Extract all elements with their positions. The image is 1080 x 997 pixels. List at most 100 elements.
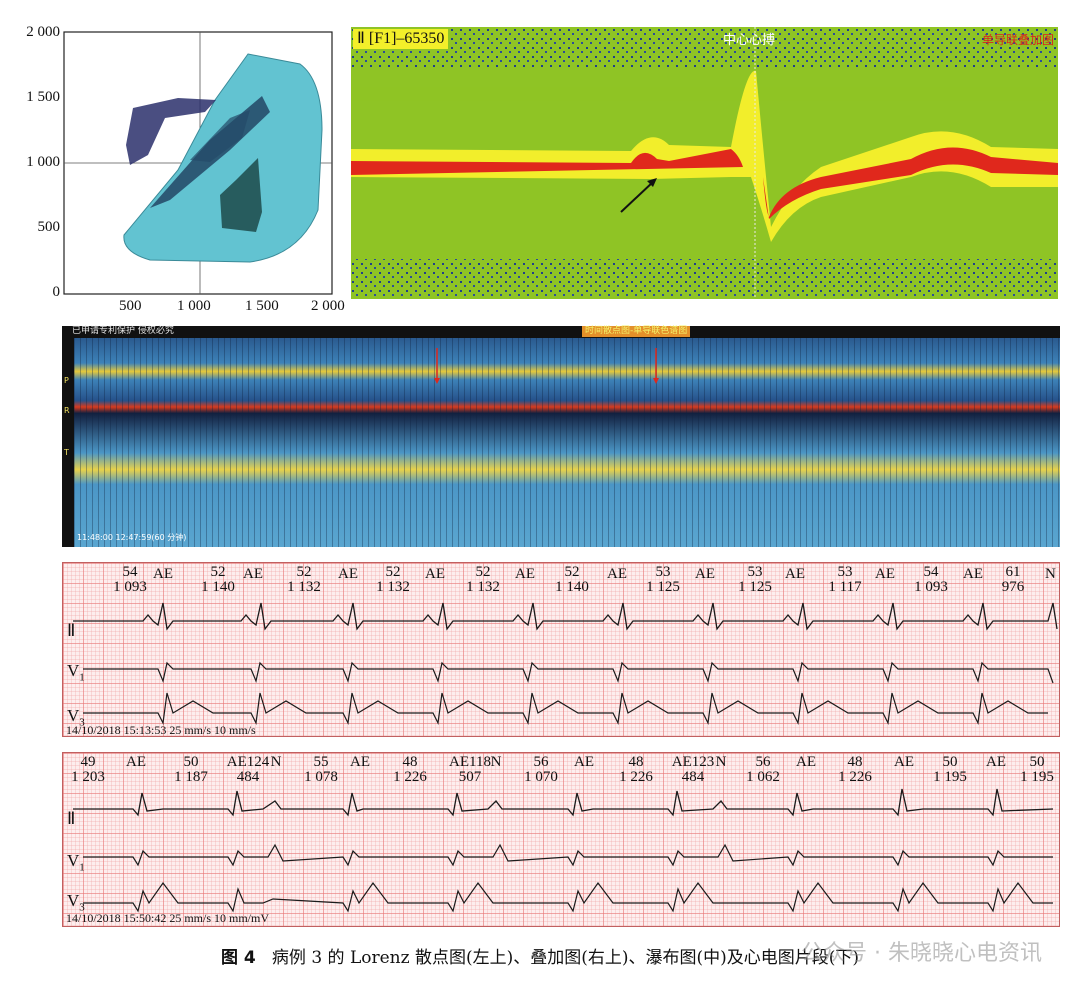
overlay-red-trace-right: [763, 147, 1058, 219]
strip1-ae-label: AE: [875, 566, 895, 582]
strip1-beat: 53 1 125: [738, 564, 772, 595]
strip1-ae-label: AE: [153, 566, 173, 582]
ecg-strip-2: 49 1 203 AE 50 1 187 AE124 484 N 55 1 078 AE…: [62, 752, 1060, 927]
waterfall-time-range: 11:48:00 12:47:59(60 分钟): [77, 533, 187, 542]
overlay-arrow-shaft: [620, 180, 655, 213]
y-tick-1000: 1 000: [26, 154, 60, 170]
strip1-beat: 61 976: [1001, 564, 1025, 595]
x-tick-1500: 1 500: [245, 298, 279, 314]
strip2-item: 56 1 070: [524, 754, 558, 785]
strip1-timestamp: 14/10/2018 15:13:53 25 mm/s 10 mm/s: [66, 723, 256, 737]
strip1-beat: 53 1 117: [828, 564, 862, 595]
waterfall-label-r: R: [64, 406, 70, 415]
strip1-beat: 53 1 125: [646, 564, 680, 595]
strip2-item: AE: [574, 754, 594, 770]
lorenz-scatter-plot: 2 000 1 500 1 000 500 0 500 1 000 1 500 …: [0, 20, 350, 320]
strip1-trace-v3: [83, 692, 1048, 726]
strip1-ae-label: AE: [515, 566, 535, 582]
strip2-lead-v3: V3: [67, 891, 85, 914]
strip2-item: AE: [796, 754, 816, 770]
strip2-item: 49 1 203: [71, 754, 105, 785]
strip2-item: 48 1 226: [838, 754, 872, 785]
overlay-center-label: 中心心搏: [723, 33, 776, 48]
x-tick-500: 500: [119, 298, 142, 314]
strip1-beat: 52 1 132: [287, 564, 321, 595]
overlay-right-label: 单导联叠加图: [981, 33, 1054, 47]
strip2-item: AE124 484: [226, 754, 270, 785]
strip2-trace-v1: [83, 843, 1053, 867]
strip2-waveforms: [73, 788, 1054, 913]
strip1-trace-ii: [73, 602, 1058, 631]
strip2-item: N: [715, 754, 727, 770]
waterfall-header-mid: 时间散点图-单导联色谱图: [582, 326, 691, 337]
strip1-beat: 52 1 140: [555, 564, 589, 595]
ecg-strip-1: 54 1 093 AE 52 1 140 AE 52 1 132 AE 52 1 132…: [62, 562, 1060, 737]
y-tick-1500: 1 500: [26, 89, 60, 105]
strip1-lead-ii: Ⅱ: [67, 621, 76, 640]
strip1-beat: 52 1 132: [376, 564, 410, 595]
strip1-ae-label: AE: [425, 566, 445, 582]
strip2-item: 55 1 078: [304, 754, 338, 785]
strip2-item: 50 1 195: [933, 754, 967, 785]
strip2-item: AE123 484: [671, 754, 715, 785]
strip1-beat: 54 1 093: [113, 564, 147, 595]
waterfall-label-p: P: [64, 376, 69, 385]
waterfall-stripes: [74, 338, 1060, 547]
overlay-red-trace-left: [351, 149, 743, 175]
strip2-timestamp: 14/10/2018 15:50:42 25 mm/s 10 mm/mV: [66, 911, 270, 925]
overlay-title: Ⅱ [F1]–65350: [353, 29, 449, 49]
lorenz-clusters: [126, 96, 270, 232]
watermark: 公众号 · 朱晓晓心电资讯: [801, 941, 1042, 966]
strip1-ae-label: AE: [607, 566, 627, 582]
strip1-beat: 52 1 140: [201, 564, 235, 595]
strip2-item: AE: [894, 754, 914, 770]
strip2-item: AE: [126, 754, 146, 770]
lorenz-plot-svg: [63, 31, 333, 295]
strip2-lead-v1: V1: [67, 851, 85, 874]
strip2-item: 56 1 062: [746, 754, 780, 785]
strip1-beat: 54 1 093: [914, 564, 948, 595]
strip2-trace-ii: [73, 788, 1054, 817]
y-tick-2000: 2 000: [26, 24, 60, 40]
x-tick-1000: 1 000: [177, 298, 211, 314]
figure-number: 图 4: [220, 948, 256, 968]
strip2-lead-ii: Ⅱ: [67, 809, 76, 828]
strip1-lead-v1: V1: [67, 661, 85, 684]
waterfall-label-t: T: [64, 448, 69, 457]
strip2-item: AE: [350, 754, 370, 770]
waterfall-header-left: 已申请专利保护 侵权必究: [72, 326, 174, 336]
strip1-ae-label: AE: [785, 566, 805, 582]
strip1-ae-label: AE: [243, 566, 263, 582]
overlay-top-speckle: [351, 27, 1058, 67]
strip2-item: 50 1 187: [174, 754, 208, 785]
overlay-bottom-speckle: [351, 259, 1058, 299]
waterfall-svg: [74, 338, 1060, 547]
strip1-ae-label: AE: [963, 566, 983, 582]
strip2-item: 48 1 226: [619, 754, 653, 785]
strip2-item: AE118 507: [449, 754, 491, 785]
x-tick-2000: 2 000: [311, 298, 345, 314]
waterfall-header: 已申请专利保护 侵权必究 时间散点图-单导联色谱图: [62, 326, 1060, 338]
strip1-lead-v3: V3: [67, 706, 85, 729]
strip2-item: 50 1 195: [1020, 754, 1054, 785]
strip2-item: N: [490, 754, 502, 770]
strip1-end-label: N: [1045, 566, 1056, 582]
strip2-trace-v3: [83, 881, 1053, 913]
overlay-arrow-head: [647, 178, 657, 187]
strip1-beat: 52 1 132: [466, 564, 500, 595]
strip2-item: 48 1 226: [393, 754, 427, 785]
strip2-item: AE: [986, 754, 1006, 770]
lorenz-envelope: [123, 53, 323, 263]
overlay-plot: Ⅱ [F1]–65350 中心心搏 单导联叠加图: [351, 27, 1058, 299]
strip1-trace-v1: [83, 661, 1054, 684]
strip1-ae-label: AE: [338, 566, 358, 582]
strip1-ae-label: AE: [695, 566, 715, 582]
waterfall-plot: 已申请专利保护 侵权必究 时间散点图-单导联色谱图: [62, 326, 1060, 547]
y-tick-500: 500: [37, 219, 61, 235]
strip1-waveforms: [73, 602, 1058, 726]
figure-caption-text: 病例 3 的 Lorenz 散点图(左上)、叠加图(右上)、瀑布图(中)及心电图…: [271, 948, 860, 968]
figure-caption: 图 4 病例 3 的 Lorenz 散点图(左上)、叠加图(右上)、瀑布图(中)…: [0, 943, 1080, 968]
strip2-item: N: [270, 754, 282, 770]
overlay-svg: [351, 27, 1058, 299]
y-tick-0: 0: [52, 284, 61, 300]
